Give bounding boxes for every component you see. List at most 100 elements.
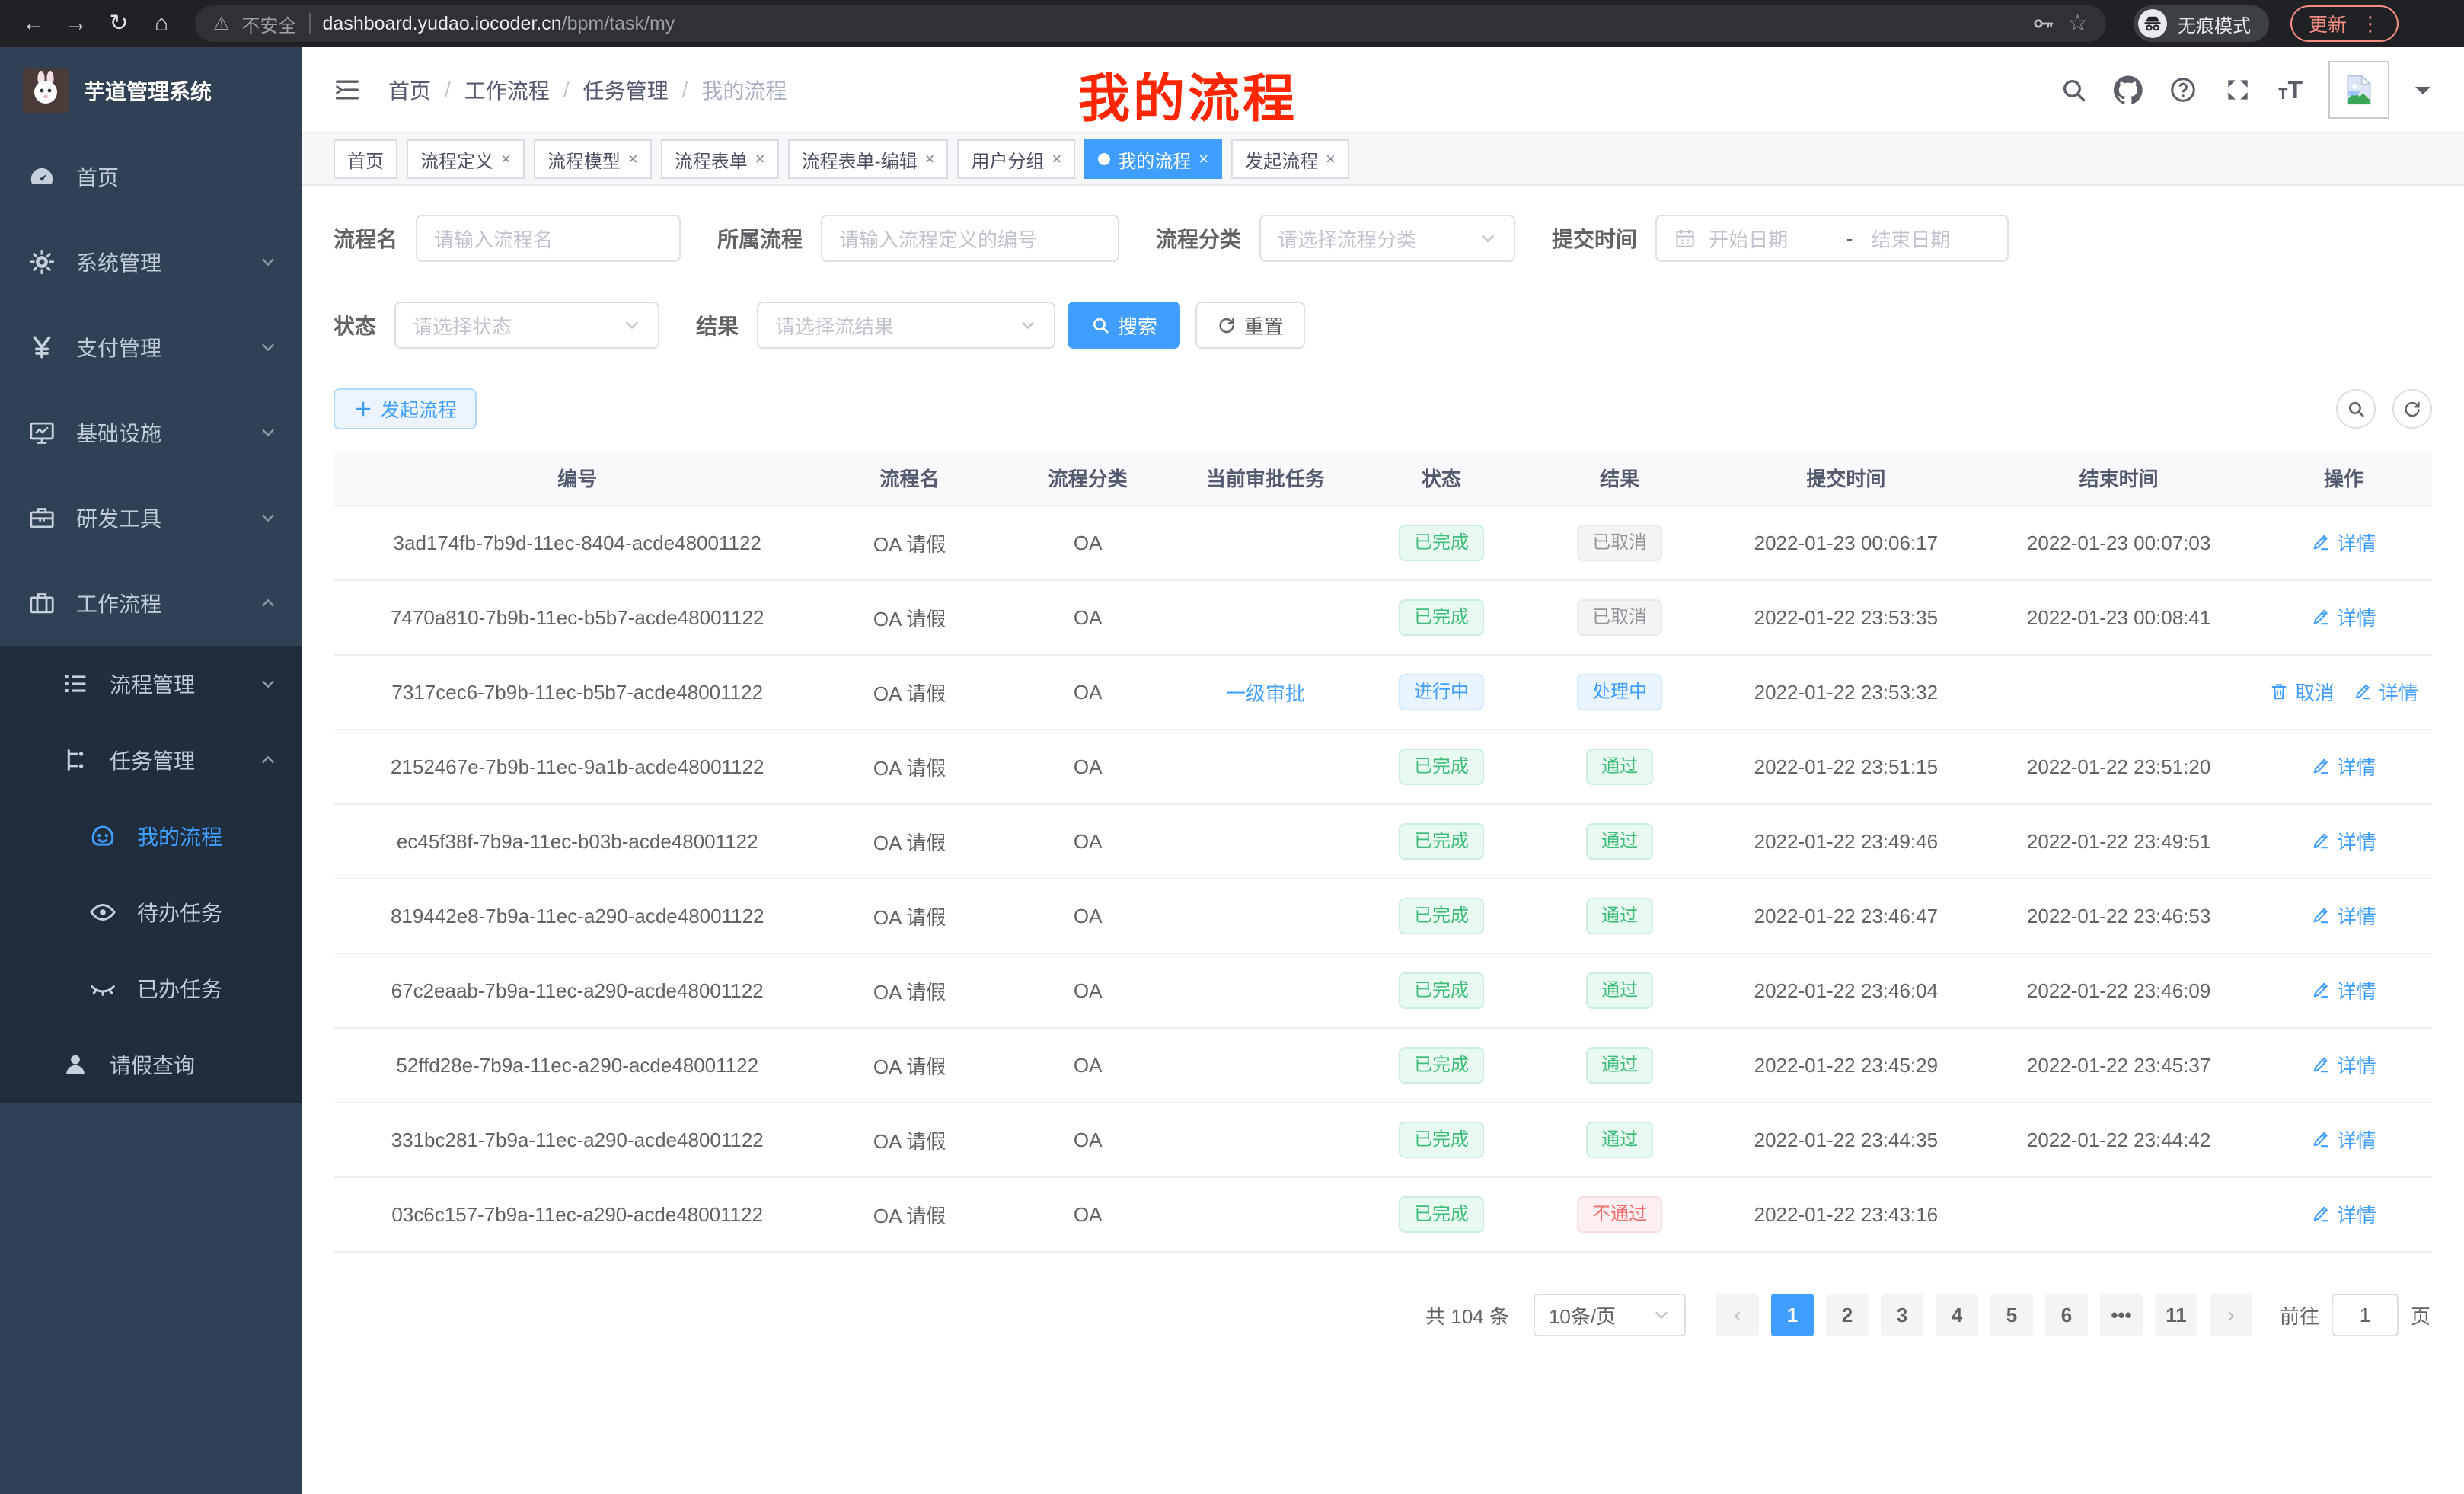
detail-action-link[interactable]: 详情	[2311, 1200, 2376, 1228]
filter-row-1: 流程名 请输入流程名 所属流程 请输入流程定义的编号 流程分类 请选择流程分类 …	[334, 215, 2432, 262]
close-icon[interactable]: ×	[755, 149, 765, 168]
sidebar-item-首页[interactable]: 首页	[0, 134, 302, 219]
avatar[interactable]	[2328, 61, 2389, 119]
detail-action-link[interactable]: 详情	[2311, 528, 2376, 557]
breadcrumb-item[interactable]: 工作流程	[464, 79, 550, 103]
result-select[interactable]: 请选择流结果	[757, 302, 1056, 349]
page-button-11[interactable]: 11	[2154, 1294, 2197, 1336]
reload-icon[interactable]: ↻	[109, 11, 129, 36]
sidebar-item-label: 任务管理	[110, 749, 196, 773]
status-label: 状态	[334, 314, 377, 338]
column-header-结果: 结果	[1530, 451, 1710, 506]
toggle-search-button[interactable]	[2336, 389, 2376, 429]
home-icon[interactable]: ⌂	[154, 11, 169, 36]
task-link[interactable]: 一级审批	[1225, 682, 1305, 705]
status-badge: 通过	[1586, 972, 1654, 1009]
detail-action-link[interactable]: 详情	[2353, 678, 2418, 706]
close-icon[interactable]: ×	[501, 149, 511, 168]
tab-用户分组[interactable]: 用户分组 ×	[957, 139, 1076, 179]
detail-action-link[interactable]: 详情	[2311, 902, 2376, 930]
status-badge: 已完成	[1399, 1122, 1484, 1158]
next-page-button[interactable]: ›	[2209, 1294, 2252, 1336]
process-name-input[interactable]: 请输入流程名	[416, 215, 681, 262]
sidebar-item-请假查询[interactable]: 请假查询	[0, 1026, 302, 1103]
github-icon[interactable]	[2114, 75, 2143, 104]
sidebar-item-流程管理[interactable]: 流程管理	[0, 646, 302, 722]
url-text[interactable]: dashboard.yudao.iocoder.cn/bpm/task/my	[322, 12, 675, 34]
submit-time-cell: 2022-01-22 23:53:32	[1709, 655, 1983, 730]
breadcrumb-item[interactable]: 首页	[388, 79, 432, 103]
detail-action-link[interactable]: 详情	[2311, 976, 2376, 1004]
breadcrumb-separator: /	[563, 78, 570, 101]
sidebar-item-支付管理[interactable]: 支付管理	[0, 305, 302, 390]
sidebar-item-我的流程[interactable]: 我的流程	[0, 798, 302, 874]
sidebar-item-任务管理[interactable]: 任务管理	[0, 722, 302, 798]
bookmark-star-icon[interactable]: ☆	[2067, 11, 2088, 36]
breadcrumb-item[interactable]: 任务管理	[582, 79, 669, 103]
sidebar-item-系统管理[interactable]: 系统管理	[0, 219, 302, 305]
tab-流程表单[interactable]: 流程表单 ×	[660, 139, 779, 179]
date-range-input[interactable]: 开始日期 - 结束日期	[1655, 215, 2009, 262]
forward-icon[interactable]: →	[65, 11, 88, 36]
close-icon[interactable]: ×	[627, 149, 638, 168]
tab-流程模型[interactable]: 流程模型 ×	[533, 139, 652, 179]
sidebar-item-基础设施[interactable]: 基础设施	[0, 390, 302, 475]
hamburger-icon[interactable]	[332, 75, 362, 105]
detail-action-link[interactable]: 详情	[2311, 603, 2376, 631]
tab-label: 我的流程	[1118, 151, 1192, 172]
chrome-update-button[interactable]: 更新 ⋮	[2290, 5, 2399, 42]
close-icon[interactable]: ×	[1326, 149, 1336, 168]
browser-menu-icon[interactable]: ⋮	[2360, 11, 2381, 35]
tab-首页[interactable]: 首页	[334, 139, 397, 179]
prev-page-button[interactable]: ‹	[1716, 1294, 1759, 1336]
refresh-table-button[interactable]	[2392, 389, 2432, 429]
page-button-6[interactable]: 6	[2044, 1294, 2088, 1336]
page-size-select[interactable]: 10条/页	[1533, 1294, 1686, 1336]
status-select[interactable]: 请选择状态	[394, 302, 660, 349]
create-process-button[interactable]: 发起流程	[334, 388, 477, 429]
category-select[interactable]: 请选择流程分类	[1259, 215, 1516, 262]
search-button[interactable]: 搜索	[1068, 302, 1181, 349]
search-icon[interactable]	[2059, 75, 2088, 104]
avatar-caret-icon[interactable]	[2415, 87, 2430, 102]
tab-流程定义[interactable]: 流程定义 ×	[407, 139, 525, 179]
detail-action-link[interactable]: 详情	[2311, 1125, 2376, 1154]
app-logo-row[interactable]: 芋道管理系统	[0, 47, 302, 134]
tab-发起流程[interactable]: 发起流程 ×	[1231, 139, 1350, 179]
reset-button[interactable]: 重置	[1195, 302, 1306, 349]
sidebar-item-已办任务[interactable]: 已办任务	[0, 950, 302, 1026]
sidebar-item-待办任务[interactable]: 待办任务	[0, 874, 302, 950]
goto-page-input[interactable]	[2331, 1294, 2399, 1336]
process-def-input[interactable]: 请输入流程定义的编号	[821, 215, 1120, 262]
sidebar-item-工作流程[interactable]: 工作流程	[0, 560, 302, 646]
cancel-action-link[interactable]: 取消	[2269, 678, 2335, 706]
page-button-4[interactable]: 4	[1935, 1294, 1978, 1336]
fullscreen-icon[interactable]	[2223, 75, 2252, 104]
close-icon[interactable]: ×	[1198, 149, 1209, 168]
category-cell: OA	[997, 879, 1178, 954]
page-button-5[interactable]: 5	[1990, 1294, 2033, 1336]
detail-action-link[interactable]: 详情	[2311, 1051, 2376, 1079]
table-row: 3ad174fb-7b9d-11ec-8404-acde48001122 OA 请…	[334, 506, 2432, 581]
security-warning-icon[interactable]: ⚠	[213, 13, 230, 34]
detail-action-link[interactable]: 详情	[2311, 752, 2376, 781]
key-icon[interactable]	[2031, 11, 2055, 36]
detail-action-link[interactable]: 详情	[2311, 827, 2376, 855]
tab-我的流程[interactable]: 我的流程 ×	[1084, 139, 1223, 179]
submit-time-cell: 2022-01-22 23:43:16	[1709, 1177, 1983, 1253]
help-icon[interactable]	[2169, 75, 2197, 104]
refresh-icon	[2402, 399, 2422, 419]
sidebar: 芋道管理系统 首页 系统管理 支付管理 基础设施 研发工具 工作流程 流程管理任务管理我的流…	[0, 47, 302, 1494]
close-icon[interactable]: ×	[924, 149, 935, 168]
tab-流程表单-编辑[interactable]: 流程表单-编辑 ×	[787, 139, 949, 179]
back-icon[interactable]: ←	[22, 11, 45, 36]
page-button-2[interactable]: 2	[1825, 1294, 1869, 1336]
page-button-3[interactable]: 3	[1880, 1294, 1923, 1336]
page-button-1[interactable]: 1	[1770, 1294, 1814, 1336]
close-icon[interactable]: ×	[1052, 149, 1062, 168]
address-bar[interactable]: ⚠ 不安全 dashboard.yudao.iocoder.cn/bpm/tas…	[195, 5, 2106, 42]
current-task-cell	[1177, 1028, 1353, 1103]
sidebar-item-研发工具[interactable]: 研发工具	[0, 475, 302, 560]
status-cell: 已完成	[1352, 506, 1530, 581]
